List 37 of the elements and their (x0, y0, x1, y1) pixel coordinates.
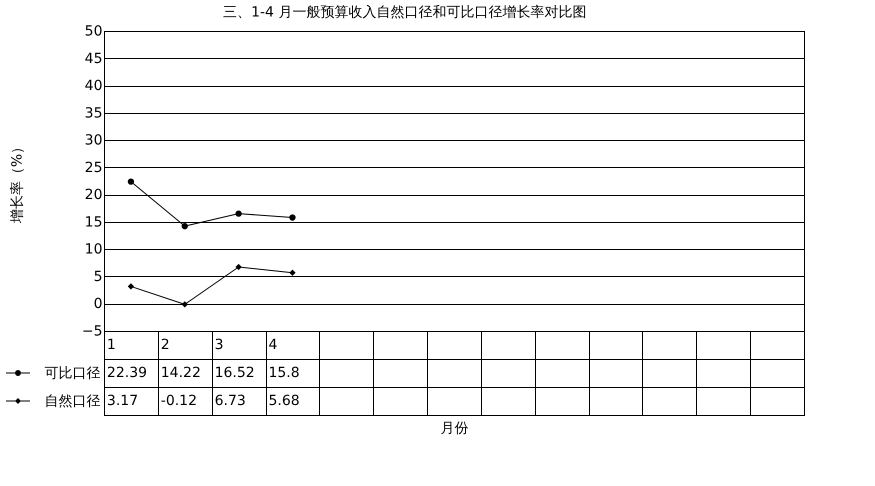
x-tick-label: 4 (268, 337, 278, 353)
data-label: 6.73 (214, 393, 246, 409)
legend-label: 自然口径 (44, 394, 100, 410)
point (128, 178, 134, 185)
x-axis-title: 月份 (440, 420, 468, 436)
data-label: 3.17 (106, 393, 138, 409)
y-tick-label: 0 (94, 296, 102, 312)
y-tick-label: 40 (84, 78, 102, 94)
chart-title: 三、1-4 月一般预算收入自然口径和可比口径增长率对比图 (223, 4, 586, 20)
point (289, 214, 296, 221)
data-label: 16.52 (214, 365, 255, 381)
point (128, 283, 134, 290)
data-label: 14.22 (160, 365, 201, 381)
point (235, 210, 242, 217)
y-tick-label: −5 (82, 324, 102, 340)
data-label: 5.68 (268, 393, 300, 409)
y-tick-label: 10 (84, 242, 102, 258)
y-tick-label: 35 (84, 105, 102, 122)
data-label: 22.39 (106, 365, 148, 381)
point (235, 264, 242, 270)
x-tick-label: 1 (106, 337, 116, 353)
y-tick-label: 15 (84, 214, 102, 230)
legend-label: 可比口径 (44, 366, 100, 382)
x-tick-label: 2 (160, 337, 170, 353)
y-tick-label: 45 (84, 50, 102, 67)
point (289, 270, 296, 276)
point (182, 301, 188, 308)
y-tick-label: 5 (94, 268, 102, 285)
y-tick-label: 20 (84, 187, 102, 204)
y-tick-label: 50 (84, 24, 102, 40)
y-tick-label: 30 (84, 132, 102, 149)
y-axis-title: 增长率（%） (10, 140, 26, 224)
point (182, 223, 188, 230)
x-tick-label: 3 (214, 337, 224, 353)
data-label: -0.12 (160, 393, 198, 409)
data-label: 15.8 (268, 365, 300, 381)
y-tick-label: 25 (84, 160, 102, 176)
